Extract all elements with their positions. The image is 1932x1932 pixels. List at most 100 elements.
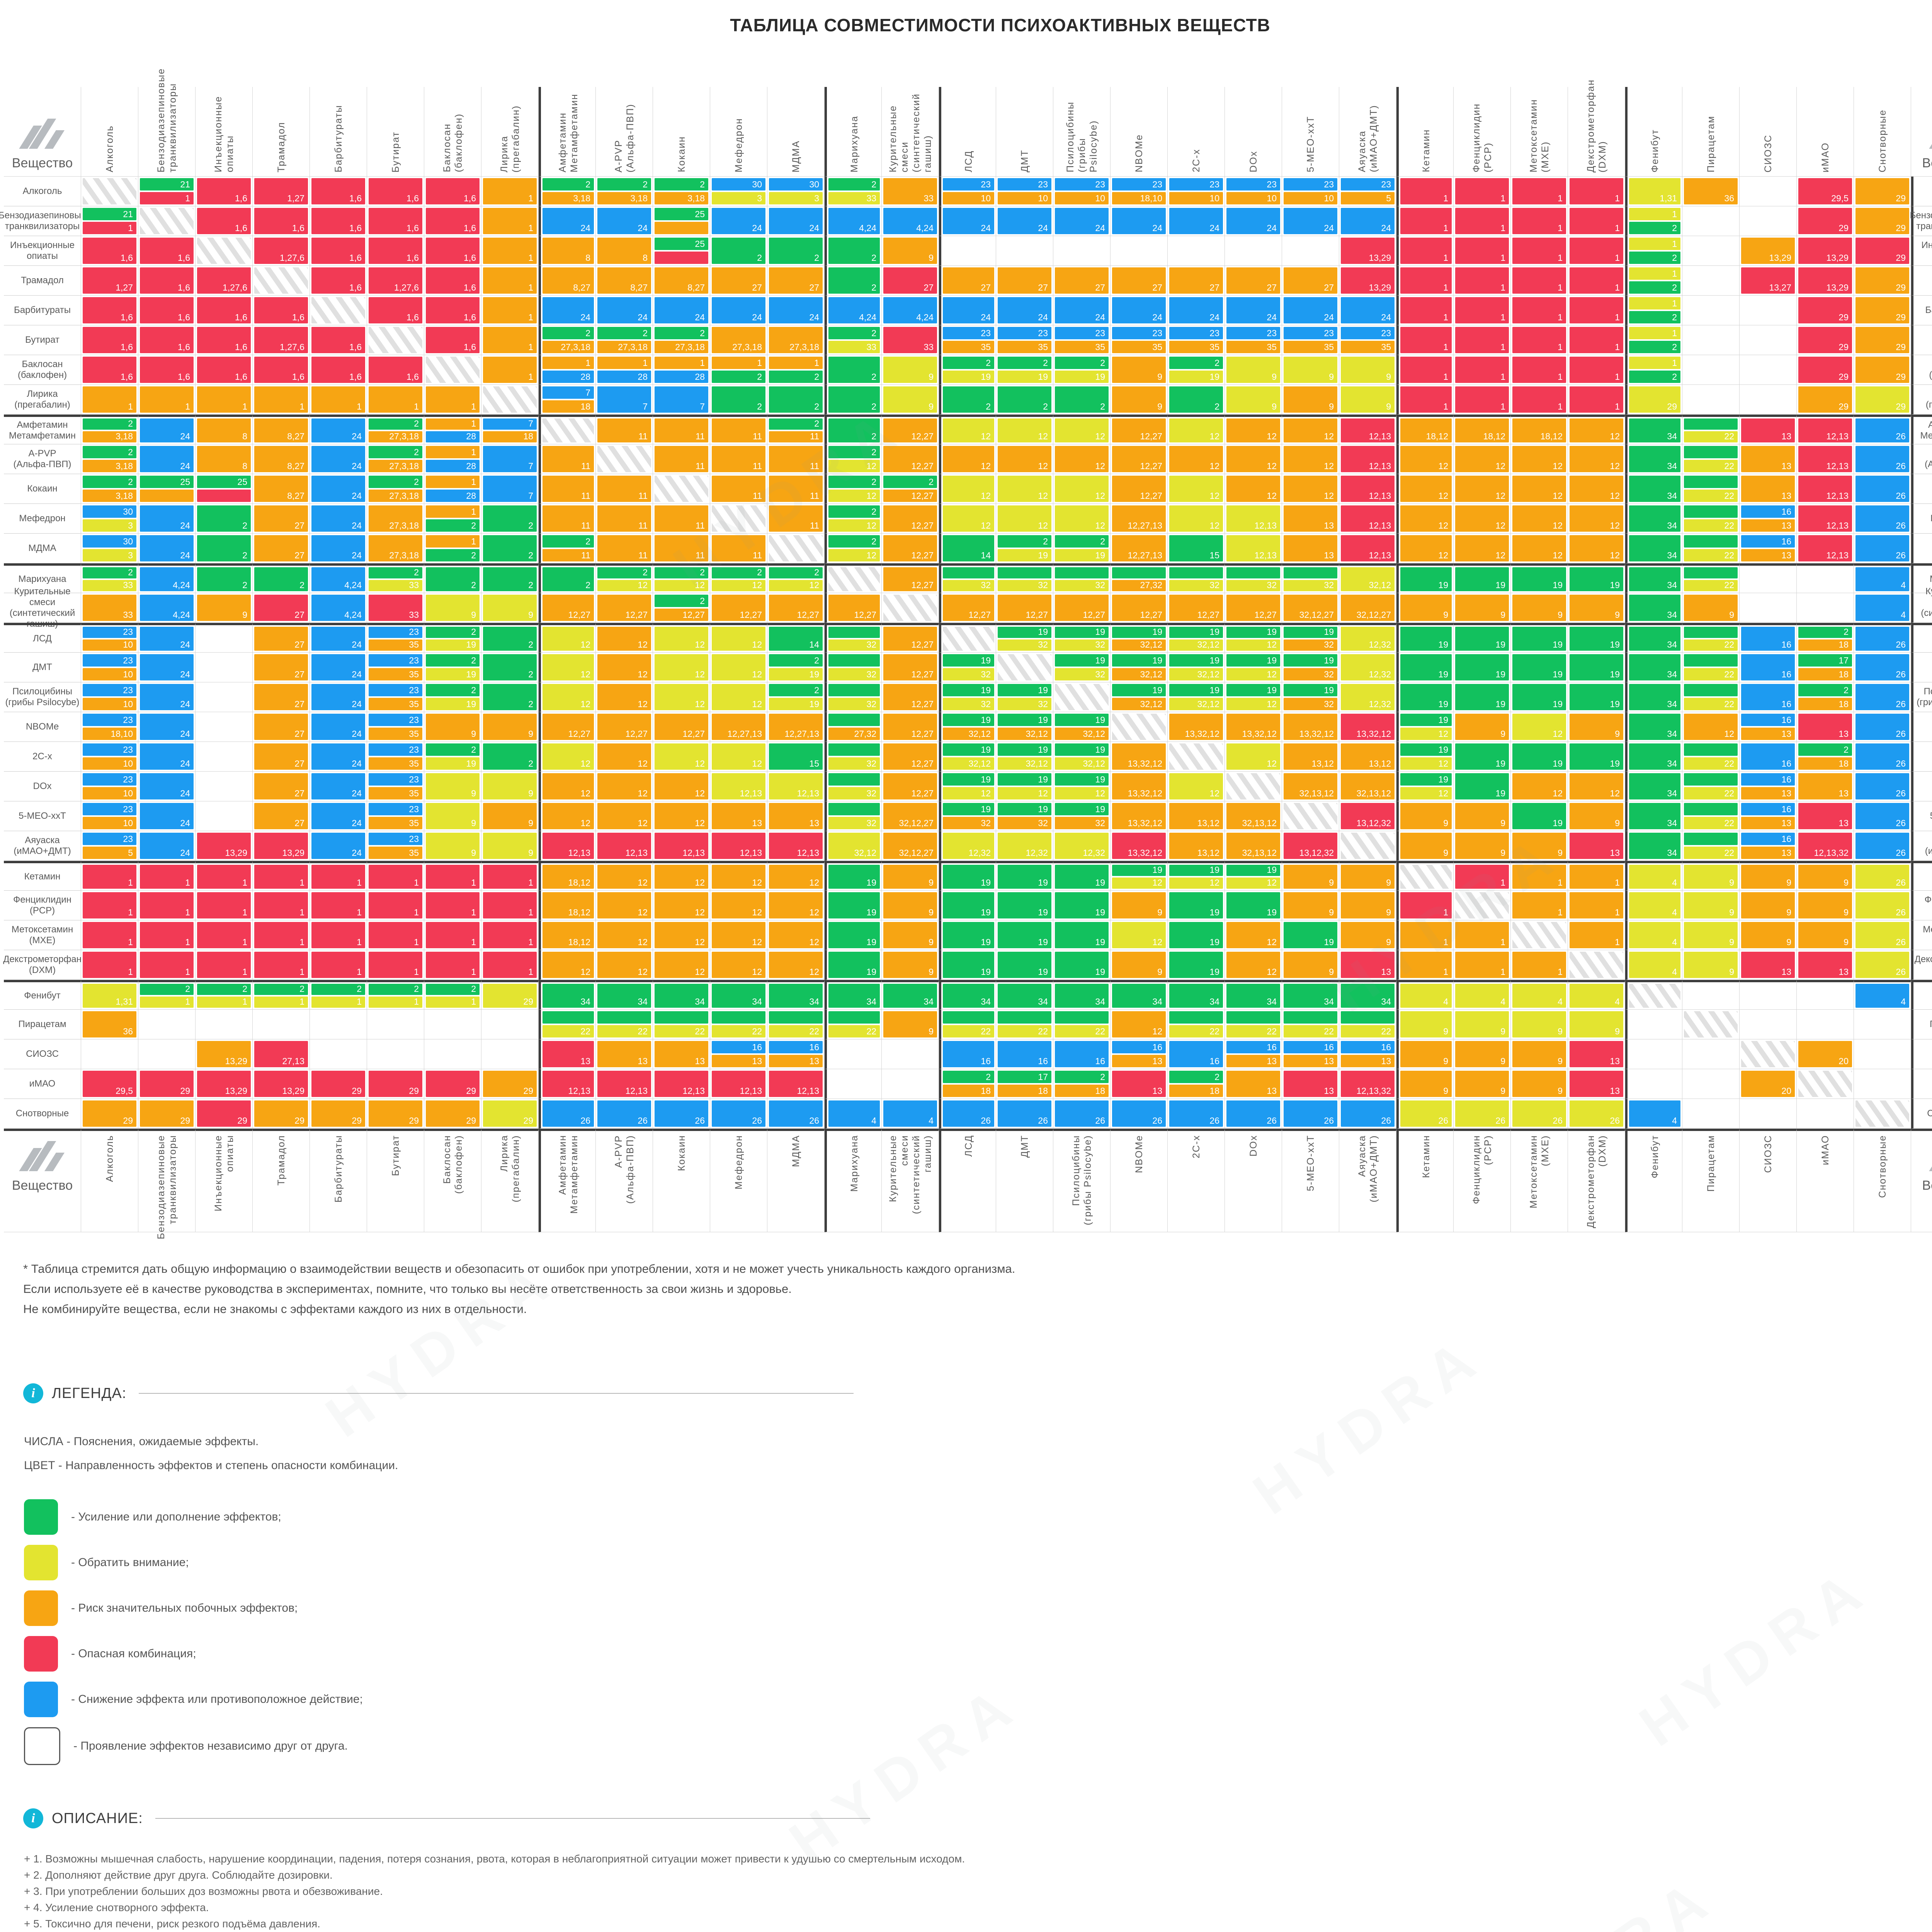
footnote-numbers: 12 — [1152, 878, 1162, 888]
footnote-numbers: 19 — [1038, 685, 1048, 695]
footnote-numbers: 12 — [1038, 788, 1048, 798]
interaction-band: 24 — [943, 208, 994, 234]
cell-Псилоцибины-x-СИОЗС: 16 — [1740, 682, 1797, 712]
footnote-numbers: 9 — [1443, 1056, 1448, 1066]
cell-A-PVP-x-ЛСД: 12 — [939, 444, 996, 474]
cell-Инъекционные-x-Фенциклидин: 1 — [1454, 236, 1511, 266]
cell-Амфетамин-x-Барбитураты: 24 — [310, 415, 367, 444]
footnote-numbers: 1 — [299, 878, 304, 888]
cell-Амфетамин-x-Кокаин: 11 — [653, 415, 710, 444]
cell-Кетамин-x-Трамадол: 1 — [253, 861, 310, 891]
footnote-numbers: 12 — [752, 907, 762, 917]
cell-Марихуана-x-Фенциклидин: 19 — [1454, 563, 1511, 593]
footnote-numbers: 2 — [757, 401, 762, 412]
same-substance-hatch — [998, 654, 1051, 680]
interaction-band: 12,27 — [1226, 595, 1280, 621]
interaction-band: 29 — [426, 1071, 480, 1097]
cell-Аяуаска-x-Аяуаска — [1339, 831, 1396, 861]
footnote-numbers: 2 — [757, 253, 762, 263]
interaction-band: 19 — [1226, 627, 1280, 638]
interaction-band: 22 — [1684, 817, 1738, 829]
footnote-numbers: 2 — [585, 536, 590, 546]
interaction-band: 9 — [483, 833, 537, 859]
footnote-numbers: 32 — [981, 580, 991, 590]
footnote-numbers: 2 — [700, 596, 705, 606]
same-substance-hatch — [1684, 1011, 1738, 1037]
cell-Бутират-x-Снотворные: 29 — [1854, 325, 1911, 355]
cell-Курительные смеси-x-A-PVP: 12,27 — [596, 593, 653, 623]
footnote-numbers: 12 — [1553, 550, 1563, 560]
cell-Фенибут-x-Алкоголь: 1,31 — [81, 980, 138, 1010]
interaction-band: 9 — [1512, 1011, 1566, 1037]
cell-Фенциклидин-x-Псилоцибины: 19 — [1053, 891, 1111, 920]
interaction-band: 2 — [655, 567, 708, 578]
footnote-numbers: 12 — [695, 788, 705, 798]
cell-Метоксетамин-x-Баклосан: 1 — [424, 920, 481, 950]
interaction-band: 1 — [197, 892, 251, 918]
cell-DOx-x-Кокаин: 12 — [653, 772, 710, 801]
column-header-13: МДМА — [767, 87, 825, 177]
cell-МДМА-x-Трамадол: 27 — [253, 534, 310, 563]
footnote-numbers: 34 — [752, 997, 762, 1007]
cell-Амфетамин-x-Аяуаска: 12,13 — [1339, 415, 1396, 444]
row-label-left-32: Снотворные — [4, 1099, 81, 1129]
footnote-numbers: 1 — [471, 997, 476, 1007]
substance-label: Псилоцибины (грибы Psilocybe) — [1070, 1135, 1093, 1225]
cell-иМАО-x-Псилоцибины: 2 18 — [1053, 1069, 1111, 1099]
cell-Амфетамин-x-Пирацетам: 22 — [1682, 415, 1740, 444]
cell-Кокаин-x-Курительные смеси: 2 12,27 — [882, 474, 939, 504]
interaction-band: 27,3,18 — [369, 431, 422, 442]
cell-Бензодиазепиновые-x-Мефедрон: 24 — [710, 206, 767, 236]
footnote-numbers: 27 — [1324, 282, 1334, 293]
footnote-numbers: 29 — [1896, 253, 1906, 263]
interaction-band: 13 — [712, 803, 765, 829]
interaction-band: 1,6 — [140, 357, 194, 383]
interaction-band: 13 — [1741, 476, 1795, 502]
substance-label: NBOMe — [1133, 1135, 1145, 1173]
footnote-numbers: 18,12 — [1483, 431, 1505, 441]
cell-NBOMe-x-ДМТ: 19 32,12 — [996, 712, 1053, 742]
cell-Метоксетамин-x-Амфетамин: 18,12 — [539, 920, 596, 950]
interaction-band: 2 — [83, 446, 136, 458]
interaction-band: 1 — [140, 865, 194, 889]
footnote-numbers: 34 — [1667, 491, 1677, 501]
footnote-numbers: 13 — [1781, 550, 1791, 560]
cell-Мефедрон-x-Фенибут: 34 — [1625, 504, 1682, 534]
cell-Кетамин-x-Пирацетам: 9 — [1682, 861, 1740, 891]
cell-Марихуана-x-Амфетамин: 2 — [539, 563, 596, 593]
footnote-numbers: 1,6 — [464, 193, 476, 203]
interaction-band: 19 — [1570, 654, 1623, 680]
cell-Бензодиазепиновые-x-Баклосан: 1,6 — [424, 206, 481, 236]
cell-Барбитураты-x-Баклосан: 1,6 — [424, 296, 481, 325]
interaction-band: 33 — [369, 595, 422, 621]
cell-Инъекционные-x-Бензодиазепиновые: 1,6 — [138, 236, 196, 266]
footnote-numbers: 29 — [123, 1116, 133, 1126]
interaction-band: 19 — [943, 654, 994, 667]
interaction-band: 1,6 — [311, 208, 365, 234]
footnote-numbers: 34 — [1667, 580, 1677, 590]
footnote-numbers: 28 — [466, 461, 476, 471]
footnote-numbers: 13 — [1152, 1056, 1162, 1066]
interaction-band: 13,32,12 — [1226, 714, 1280, 740]
row-label-left-11: Кокаин — [4, 474, 81, 504]
substance-label: Пирацетам — [1705, 115, 1716, 172]
cell-Баклосан-x-Снотворные: 29 — [1854, 355, 1911, 385]
interaction-band: 1,6 — [369, 208, 422, 234]
interaction-band: 27 — [254, 627, 308, 651]
cell-Инъекционные-x-МДМА: 2 — [767, 236, 825, 266]
cell-2C-x-x-Псилоцибины: 19 32,12 — [1053, 742, 1111, 772]
footnote-numbers: 1 — [414, 997, 419, 1007]
column-header-26: Метоксетамин (MXE) — [1511, 87, 1568, 177]
footnote-numbers: 33 — [866, 342, 876, 352]
interaction-band: 19 — [1226, 892, 1280, 918]
same-substance-hatch — [1512, 922, 1566, 948]
cell-ДМТ-x-Пирацетам: 22 — [1682, 653, 1740, 682]
footnote-numbers: 27 — [1267, 282, 1277, 293]
cell-Аяуаска-x-A-PVP: 12,13 — [596, 831, 653, 861]
footnote-numbers: 32,12 — [1369, 580, 1391, 590]
cell-NBOMe-x-ЛСД: 19 32,12 — [939, 712, 996, 742]
footnote-numbers: 1 — [1443, 907, 1448, 917]
cell-Фенибут-x-Пирацетам — [1682, 980, 1740, 1010]
cell-Мефедрон-x-Аяуаска: 12,13 — [1339, 504, 1396, 534]
